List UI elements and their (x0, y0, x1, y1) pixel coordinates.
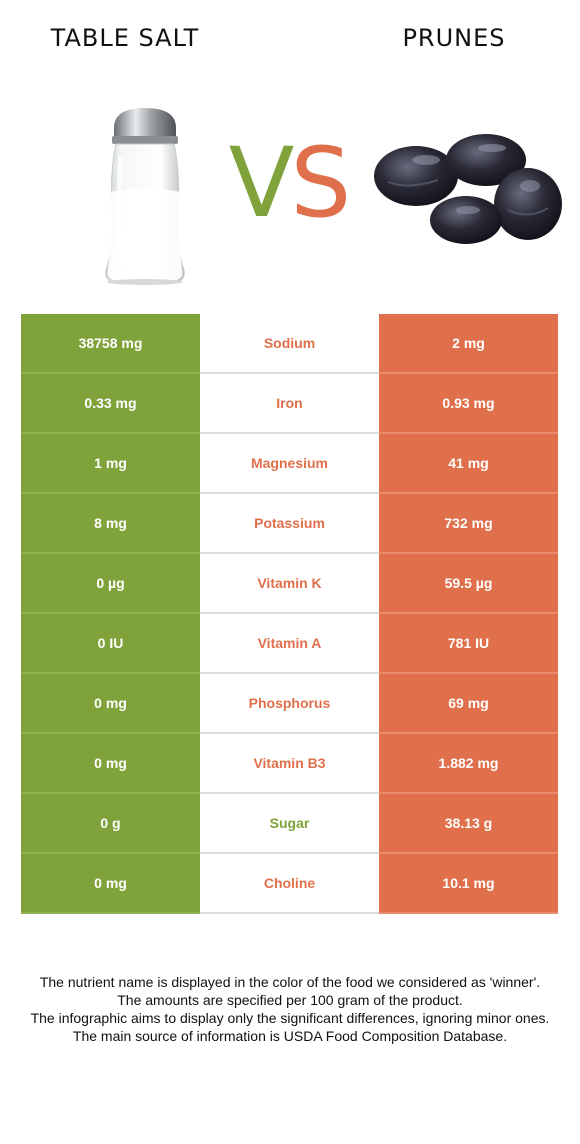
right-food-value: 69 mg (379, 674, 558, 734)
footnote-line-winner: The nutrient name is displayed in the co… (39, 974, 541, 990)
right-food-value: 41 mg (379, 434, 558, 494)
table-row: 0 mg Phosphorus 69 mg (21, 674, 558, 734)
nutrient-name: Potassium (200, 494, 379, 552)
salt-shaker-icon (105, 108, 185, 285)
nutrient-name: Vitamin B3 (200, 734, 379, 792)
table-row: 0 µg Vitamin K 59.5 µg (21, 554, 558, 614)
left-food-title: TABLE SALT (50, 24, 200, 52)
right-food-value: 10.1 mg (379, 854, 558, 914)
right-food-value: 1.882 mg (379, 734, 558, 794)
footnote: The nutrient name is displayed in the co… (14, 973, 566, 1045)
table-row: 1 mg Magnesium 41 mg (21, 434, 558, 494)
table-row: 8 mg Potassium 732 mg (21, 494, 558, 554)
table-row: 0 g Sugar 38.13 g (21, 794, 558, 854)
nutrient-name: Vitamin K (200, 554, 379, 612)
left-food-value: 0 mg (21, 674, 200, 734)
footnote-line-differences: The infographic aims to display only the… (30, 1010, 550, 1026)
table-row: 0.33 mg Iron 0.93 mg (21, 374, 558, 434)
versus-s: S (290, 127, 351, 239)
versus-label: VS (222, 128, 354, 238)
left-food-value: 0 µg (21, 554, 200, 614)
nutrient-name: Sugar (200, 794, 379, 852)
right-food-value: 0.93 mg (379, 374, 558, 434)
nutrient-name: Phosphorus (200, 674, 379, 732)
left-food-value: 1 mg (21, 434, 200, 494)
right-food-title: PRUNES (402, 24, 506, 52)
right-food-value: 781 IU (379, 614, 558, 674)
nutrient-name: Magnesium (200, 434, 379, 492)
left-food-value: 0.33 mg (21, 374, 200, 434)
right-food-value: 59.5 µg (379, 554, 558, 614)
nutrient-name: Sodium (200, 314, 379, 372)
footnote-line-amounts: The amounts are specified per 100 gram o… (117, 992, 463, 1008)
table-row: 0 IU Vitamin A 781 IU (21, 614, 558, 674)
prunes-icon (374, 134, 562, 244)
left-food-value: 38758 mg (21, 314, 200, 374)
footnote-line-source: The main source of information is USDA F… (72, 1028, 508, 1044)
nutrient-comparison-table: 38758 mg Sodium 2 mg 0.33 mg Iron 0.93 mg 1 mg… (21, 314, 558, 914)
right-food-value: 38.13 g (379, 794, 558, 854)
left-food-value: 0 mg (21, 854, 200, 914)
left-food-value: 0 mg (21, 734, 200, 794)
table-row: 38758 mg Sodium 2 mg (21, 314, 558, 374)
left-food-value: 0 g (21, 794, 200, 854)
nutrient-name: Vitamin A (200, 614, 379, 672)
nutrient-name: Choline (200, 854, 379, 912)
table-row: 0 mg Choline 10.1 mg (21, 854, 558, 914)
right-food-value: 2 mg (379, 314, 558, 374)
right-food-value: 732 mg (379, 494, 558, 554)
left-food-value: 8 mg (21, 494, 200, 554)
left-food-value: 0 IU (21, 614, 200, 674)
table-row: 0 mg Vitamin B3 1.882 mg (21, 734, 558, 794)
versus-v: V (228, 127, 295, 239)
nutrient-name: Iron (200, 374, 379, 432)
